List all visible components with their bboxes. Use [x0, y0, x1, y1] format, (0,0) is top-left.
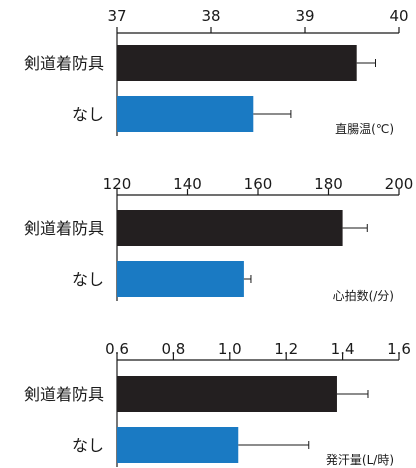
x-tick-label: 160	[244, 175, 273, 193]
x-tick-label: 40	[389, 7, 408, 25]
x-tick-label: 120	[103, 175, 132, 193]
x-tick-label: 37	[107, 7, 126, 25]
category-label: なし	[72, 270, 104, 289]
x-tick-label: 1.4	[331, 340, 355, 358]
bar	[117, 376, 337, 412]
x-tick-label: 1.6	[387, 340, 411, 358]
category-label: 剣道着防具	[24, 54, 104, 73]
x-tick-label: 140	[173, 175, 202, 193]
bar	[117, 427, 239, 463]
x-tick-label: 38	[201, 7, 220, 25]
unit-label: 心拍数(/分)	[333, 288, 394, 303]
category-label: 剣道着防具	[24, 219, 104, 238]
x-tick-label: 200	[385, 175, 414, 193]
category-label: なし	[72, 436, 104, 455]
x-tick-label: 39	[295, 7, 314, 25]
category-label: なし	[72, 105, 104, 124]
unit-label: 直腸温(℃)	[335, 122, 394, 136]
bar	[117, 210, 343, 246]
x-tick-label: 0.6	[105, 340, 129, 358]
x-tick-label: 1.0	[218, 340, 242, 358]
bar	[117, 261, 244, 297]
bar	[117, 45, 357, 81]
x-tick-label: 0.8	[161, 340, 185, 358]
category-label: 剣道着防具	[24, 385, 104, 404]
bar	[117, 96, 254, 132]
unit-label: 発汗量(L/時)	[326, 453, 394, 467]
x-tick-label: 180	[314, 175, 343, 193]
x-tick-label: 1.2	[274, 340, 298, 358]
